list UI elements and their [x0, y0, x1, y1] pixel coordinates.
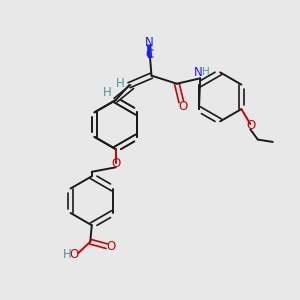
Text: N: N — [194, 67, 203, 80]
Text: C: C — [145, 48, 154, 61]
Text: O: O — [178, 100, 188, 113]
Text: O: O — [111, 157, 120, 170]
Text: O: O — [70, 248, 79, 261]
Text: O: O — [246, 119, 256, 132]
Text: H: H — [63, 248, 71, 261]
Text: N: N — [145, 36, 154, 49]
Text: H: H — [116, 77, 125, 90]
Text: H: H — [202, 67, 209, 77]
Text: H: H — [103, 86, 112, 99]
Text: O: O — [106, 240, 116, 253]
